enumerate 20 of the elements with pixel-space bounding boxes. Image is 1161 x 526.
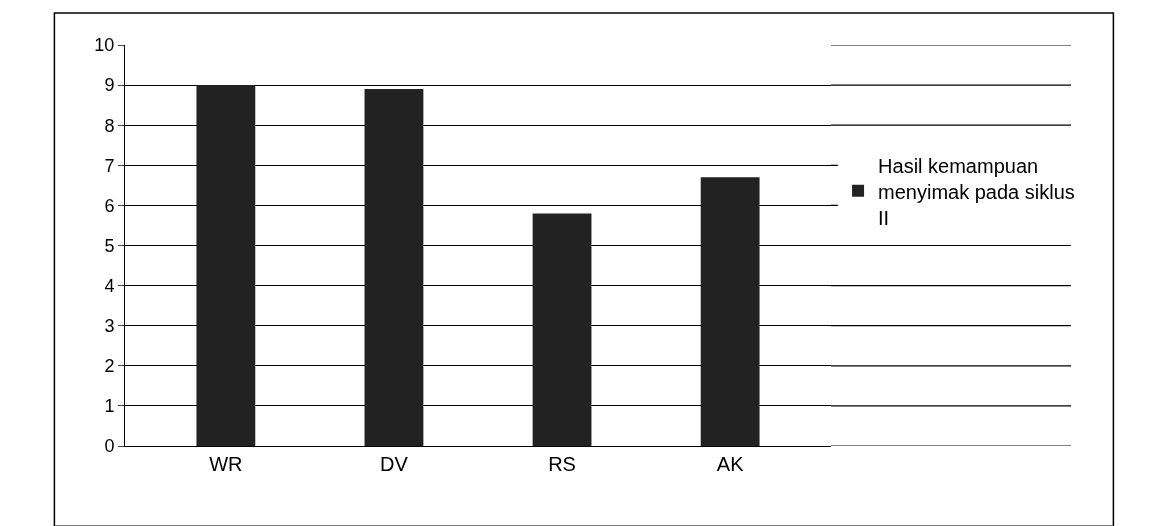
x-tick-label: AK [716, 453, 745, 475]
bar [364, 89, 424, 446]
x-tick-label: DV [380, 453, 409, 475]
x-tick-label: RS [548, 453, 576, 475]
y-tick-label: 8 [104, 115, 115, 136]
bar [532, 213, 592, 446]
y-tick-label: 1 [104, 396, 115, 417]
y-tick-label: 2 [104, 356, 115, 377]
x-tick-label: WR [209, 453, 243, 475]
y-tick-label: 6 [104, 195, 115, 216]
legend-label: Hasil kemampuan menyimak pada siklus II [878, 154, 1075, 229]
y-tick-label: 10 [94, 35, 115, 56]
y-tick-label: 5 [104, 235, 115, 256]
y-tick-label: 3 [104, 316, 115, 336]
bar [196, 85, 256, 446]
y-tick-label: 4 [104, 275, 115, 296]
y-tick-label: 0 [104, 436, 115, 457]
y-tick-label: 9 [104, 75, 115, 96]
bar [700, 177, 760, 446]
y-tick-label: 7 [104, 155, 115, 176]
